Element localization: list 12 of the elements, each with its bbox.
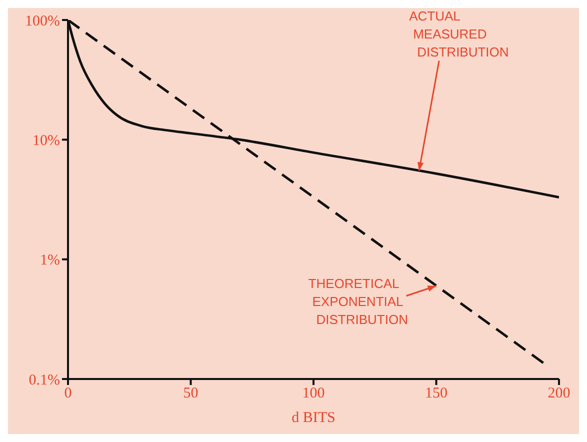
- x-tick-label: 100: [302, 386, 325, 402]
- x-tick-label: 50: [183, 386, 198, 402]
- x-tick-label: 200: [548, 386, 570, 402]
- x-tick-label: 150: [425, 386, 448, 402]
- y-tick-label: 10%: [32, 132, 60, 149]
- x-tick-label: 0: [64, 386, 72, 402]
- annotation: ACTUAL MEASURED DISTRIBUTION: [409, 8, 509, 60]
- y-tick-label: 100%: [25, 13, 60, 30]
- annotation: THEORETICAL EXPONENTIAL DISTRIBUTION: [308, 276, 408, 327]
- x-axis-title: d BITS: [292, 410, 336, 426]
- y-tick-label: 0.1%: [28, 372, 60, 388]
- y-tick-label: 1%: [40, 252, 60, 269]
